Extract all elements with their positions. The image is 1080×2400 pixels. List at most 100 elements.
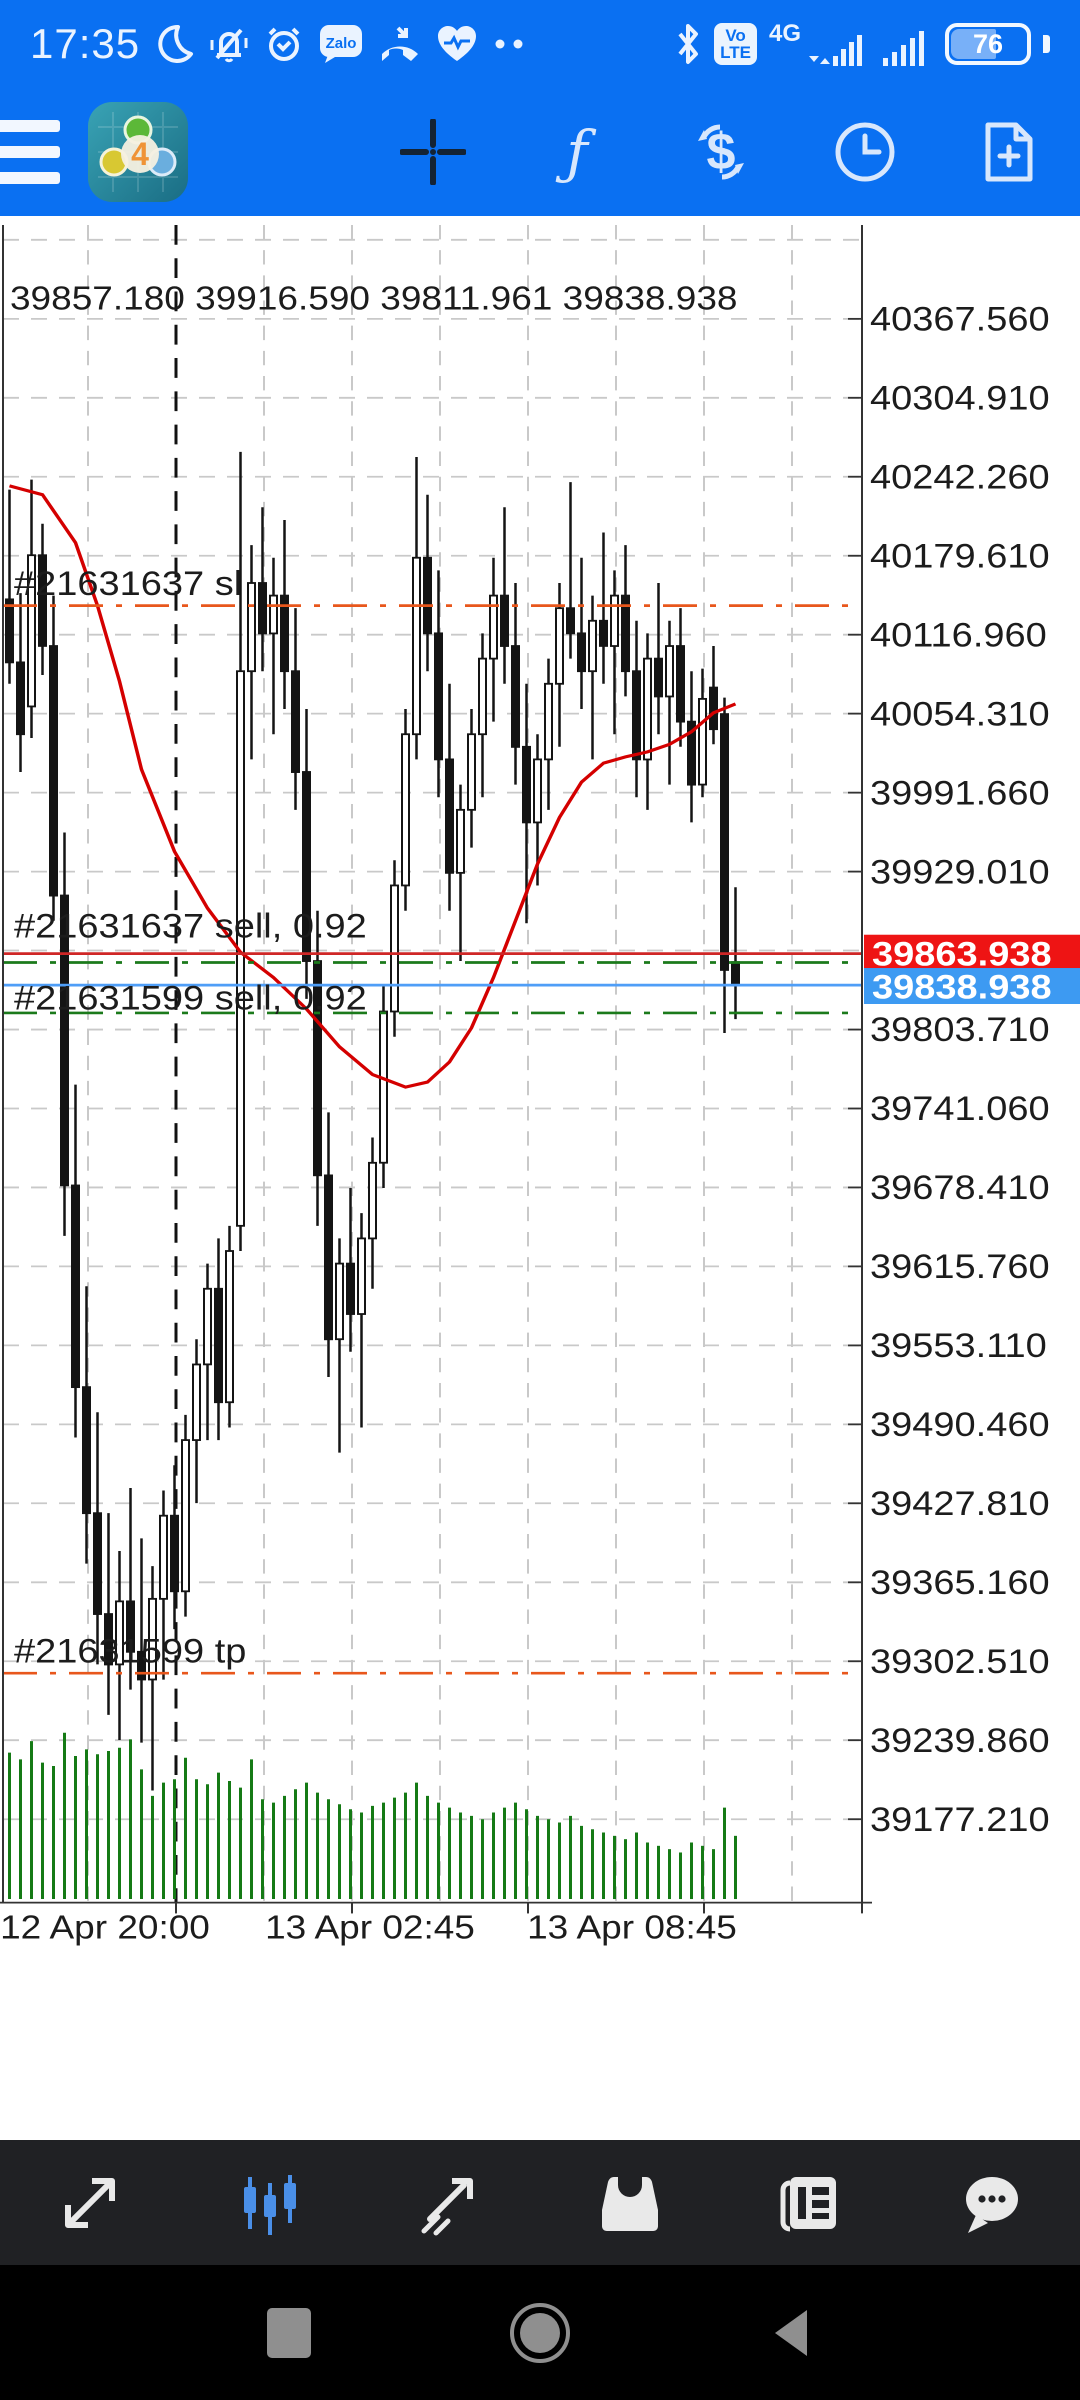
- back-button[interactable]: [758, 2300, 824, 2366]
- function-icon: ƒ: [566, 118, 588, 186]
- tab-news[interactable]: [774, 2167, 846, 2239]
- candle: [258, 582, 267, 635]
- candles: [5, 451, 740, 1791]
- alarm-icon: [264, 24, 304, 64]
- candle: [731, 961, 740, 987]
- ask-price-badge: 39863.938: [864, 934, 1080, 973]
- candle: [137, 1650, 146, 1681]
- tab-history[interactable]: [594, 2167, 666, 2239]
- candle: [247, 582, 256, 673]
- new-order-button[interactable]: [976, 119, 1042, 185]
- svg-text:40179.610: 40179.610: [870, 536, 1050, 575]
- candle: [412, 556, 421, 736]
- android-navigation-bar: [0, 2265, 1080, 2400]
- crosshair-button[interactable]: [400, 119, 466, 185]
- svg-text:40054.310: 40054.310: [870, 694, 1050, 733]
- candle: [357, 1237, 366, 1315]
- candle: [434, 632, 443, 761]
- svg-text:40242.260: 40242.260: [870, 457, 1050, 496]
- candle: [709, 686, 718, 731]
- zalo-icon: Zalo: [318, 23, 364, 65]
- candle: [632, 670, 641, 761]
- candle: [445, 758, 454, 874]
- candle: [104, 1613, 113, 1666]
- mt4-logo-badge: 4: [131, 136, 149, 172]
- home-button[interactable]: [507, 2300, 573, 2366]
- svg-text:39929.010: 39929.010: [870, 852, 1050, 891]
- missed-call-icon: [378, 24, 422, 64]
- volume-bars: [8, 1732, 737, 1900]
- signal-sim2-icon: [881, 18, 933, 70]
- signal-sim1-icon: 4G: [769, 18, 869, 70]
- candle: [676, 645, 685, 723]
- sl-label: #21631637 sl: [14, 564, 242, 603]
- candle: [115, 1600, 124, 1666]
- volte-icon: Vo LTE: [714, 23, 757, 65]
- svg-text:40304.910: 40304.910: [870, 378, 1050, 417]
- battery-fill: [951, 29, 997, 59]
- candle: [401, 733, 410, 887]
- candle: [49, 645, 58, 897]
- candle: [335, 1262, 344, 1341]
- candle: [291, 670, 300, 773]
- indicators-button[interactable]: ƒ: [544, 119, 610, 185]
- svg-text:39490.460: 39490.460: [870, 1405, 1050, 1444]
- menu-button[interactable]: [0, 120, 60, 184]
- recents-button[interactable]: [256, 2300, 322, 2366]
- svg-text:$: $: [707, 123, 736, 181]
- candle: [225, 1250, 234, 1404]
- grid: [3, 224, 862, 1903]
- battery-nub: [1043, 35, 1050, 53]
- candle: [346, 1262, 355, 1315]
- battery-percent: 76: [972, 28, 1004, 59]
- candle: [588, 619, 597, 673]
- svg-text:40116.960: 40116.960: [870, 615, 1047, 654]
- candle: [280, 594, 289, 673]
- candle: [16, 661, 25, 736]
- svg-text:Zalo: Zalo: [326, 35, 357, 52]
- svg-text:13 Apr 08:45: 13 Apr 08:45: [527, 1909, 737, 1946]
- bid-price-badge: 39838.938: [864, 967, 1080, 1006]
- health-heart-icon: [436, 24, 478, 64]
- trade-exchange-button[interactable]: $: [688, 119, 754, 185]
- candle: [500, 594, 509, 647]
- status-left-group: 17:35 Zalo: [30, 20, 528, 68]
- status-right-group: Vo LTE 4G 76: [674, 18, 1050, 70]
- tab-quotes[interactable]: [54, 2167, 126, 2239]
- candle: [610, 594, 619, 647]
- candle: [38, 554, 47, 647]
- candle: [71, 1184, 80, 1389]
- history-clock-button[interactable]: [832, 119, 898, 185]
- sell_2-label: #21631599 sell, 0.92: [14, 978, 367, 1017]
- mt4-logo[interactable]: 4: [88, 102, 188, 202]
- candle: [544, 682, 553, 761]
- candlestick-chart[interactable]: 40367.560 40304.910 40242.260 40179.610 4011…: [0, 216, 1080, 2140]
- y-axis-labels: 40367.560 40304.910 40242.260 40179.610 4011…: [848, 299, 1050, 1838]
- candle: [566, 607, 575, 635]
- candle: [302, 771, 311, 962]
- candle: [687, 720, 696, 786]
- svg-text:12 Apr 20:00: 12 Apr 20:00: [0, 1909, 210, 1946]
- candle: [269, 594, 278, 635]
- svg-text:39365.160: 39365.160: [870, 1563, 1050, 1602]
- status-bar: 17:35 Zalo Vo LTE 4G: [0, 0, 1080, 88]
- candle: [126, 1600, 135, 1653]
- candle: [456, 808, 465, 874]
- tab-charts[interactable]: [234, 2167, 306, 2239]
- dnd-moon-icon: [154, 24, 194, 64]
- chart-area[interactable]: 40367.560 40304.910 40242.260 40179.610 4011…: [0, 216, 1080, 2140]
- app-actions: ƒ $: [400, 119, 1080, 185]
- tab-trade[interactable]: [414, 2167, 486, 2239]
- bluetooth-icon: [674, 22, 702, 66]
- ohlc-readout: 39857.180 39916.590 39811.961 39838.938: [10, 280, 737, 317]
- candle: [423, 556, 432, 635]
- clock-text: 17:35: [30, 20, 141, 67]
- candle: [60, 894, 69, 1187]
- candle: [643, 657, 652, 761]
- candle: [489, 594, 498, 660]
- sell_1-label: #21631637 sell, 0.92: [14, 906, 367, 945]
- svg-text:39803.710: 39803.710: [870, 1010, 1050, 1049]
- candle: [467, 733, 476, 811]
- tab-messages[interactable]: [954, 2167, 1026, 2239]
- battery-icon: 76: [945, 23, 1031, 65]
